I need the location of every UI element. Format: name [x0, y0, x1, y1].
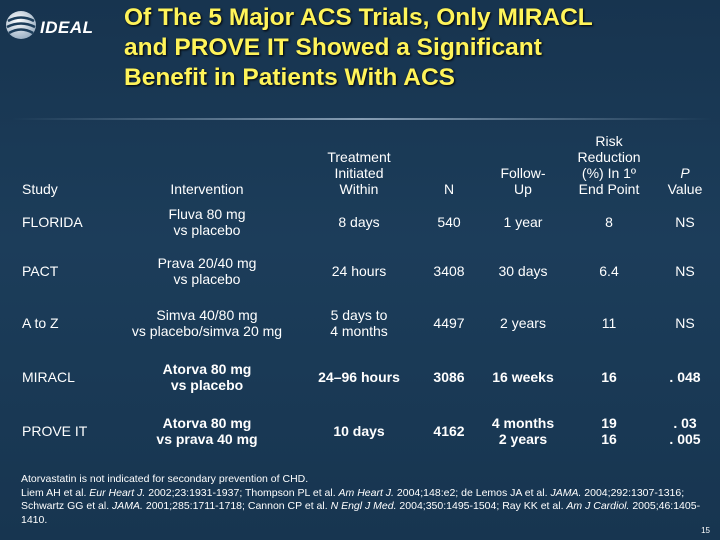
cell-follow-up: 1 year	[503, 214, 543, 230]
header-follow-up: Follow- Up	[500, 165, 546, 197]
table-row-florida: FLORIDA Fluva 80 mg vs placebo 8 days 540…	[22, 199, 718, 245]
cell-p-value: NS	[675, 263, 695, 279]
header-study: Study	[22, 181, 58, 197]
cell-study: FLORIDA	[22, 214, 83, 230]
cell-intervention: Fluva 80 mg vs placebo	[168, 206, 246, 238]
cell-risk-reduction: 11	[601, 315, 617, 331]
cell-follow-up: 4 months 2 years	[491, 415, 555, 447]
slide-title: Of The 5 Major ACS Trials, Only MIRACL a…	[124, 3, 714, 93]
cell-treatment: 8 days	[338, 214, 380, 230]
table-row-prove-it: PROVE IT Atorva 80 mg vs prava 40 mg 10 d…	[22, 405, 718, 457]
header-n: N	[443, 181, 455, 197]
trials-table: Study Intervention Treatment Initiated W…	[22, 127, 718, 457]
indication-note: Atorvastatin is not indicated for second…	[21, 473, 309, 485]
title-divider	[12, 118, 712, 120]
table-row-a-to-z: A to Z Simva 40/80 mg vs placebo/simva 20…	[22, 297, 718, 349]
globe-icon	[6, 11, 36, 39]
cell-intervention: Prava 20/40 mg vs placebo	[157, 255, 257, 287]
cell-intervention: Simva 40/80 mg vs placebo/simva 20 mg	[131, 307, 283, 339]
logo-text: IDEAL	[40, 18, 94, 37]
table-header-row: Study Intervention Treatment Initiated W…	[22, 127, 718, 199]
cell-n: 4497	[433, 315, 465, 331]
cell-follow-up: 2 years	[500, 315, 546, 331]
cell-treatment: 10 days	[333, 423, 385, 439]
title-line-1: Of The 5 Major ACS Trials, Only MIRACL	[124, 4, 593, 31]
cell-study: A to Z	[22, 315, 59, 331]
cell-treatment: 5 days to 4 months	[330, 307, 388, 339]
cell-n: 3086	[433, 369, 465, 385]
reference-list: Liem AH et al. Eur Heart J. 2002;23:1931…	[21, 486, 701, 526]
cell-treatment: 24 hours	[331, 263, 387, 279]
cell-n: 540	[437, 214, 461, 230]
title-line-3: Benefit in Patients With ACS	[124, 64, 456, 91]
cell-treatment: 24–96 hours	[318, 369, 400, 385]
header-intervention: Intervention	[170, 181, 244, 197]
header-p-value: P Value	[667, 165, 703, 197]
header-risk-reduction: Risk Reduction (%) In 1º End Point	[577, 133, 641, 197]
table-row-miracl: MIRACL Atorva 80 mg vs placebo 24–96 hour…	[22, 349, 718, 405]
title-line-2: and PROVE IT Showed a Significant	[124, 34, 542, 61]
cell-study: PROVE IT	[22, 423, 88, 439]
cell-follow-up: 16 weeks	[492, 369, 554, 385]
cell-follow-up: 30 days	[498, 263, 548, 279]
references-footer: Atorvastatin is not indicated for second…	[21, 473, 711, 527]
page-number: 15	[701, 526, 710, 535]
cell-intervention: Atorva 80 mg vs placebo	[162, 361, 252, 393]
cell-p-value: . 048	[669, 369, 701, 385]
cell-n: 4162	[433, 423, 465, 439]
cell-risk-reduction: 8	[605, 214, 613, 230]
cell-intervention: Atorva 80 mg vs prava 40 mg	[156, 415, 258, 447]
cell-p-value: NS	[675, 315, 695, 331]
cell-risk-reduction: 16	[601, 369, 617, 385]
cell-p-value: NS	[675, 214, 695, 230]
cell-n: 3408	[433, 263, 465, 279]
cell-risk-reduction: 19 16	[601, 415, 617, 447]
cell-study: MIRACL	[22, 369, 75, 385]
cell-risk-reduction: 6.4	[599, 263, 619, 279]
header-treatment-initiated: Treatment Initiated Within	[327, 149, 391, 197]
cell-p-value: . 03. 005	[669, 415, 701, 447]
table-row-pact: PACT Prava 20/40 mg vs placebo 24 hours 3…	[22, 245, 718, 297]
ideal-logo: IDEAL	[4, 8, 122, 42]
cell-study: PACT	[22, 263, 59, 279]
